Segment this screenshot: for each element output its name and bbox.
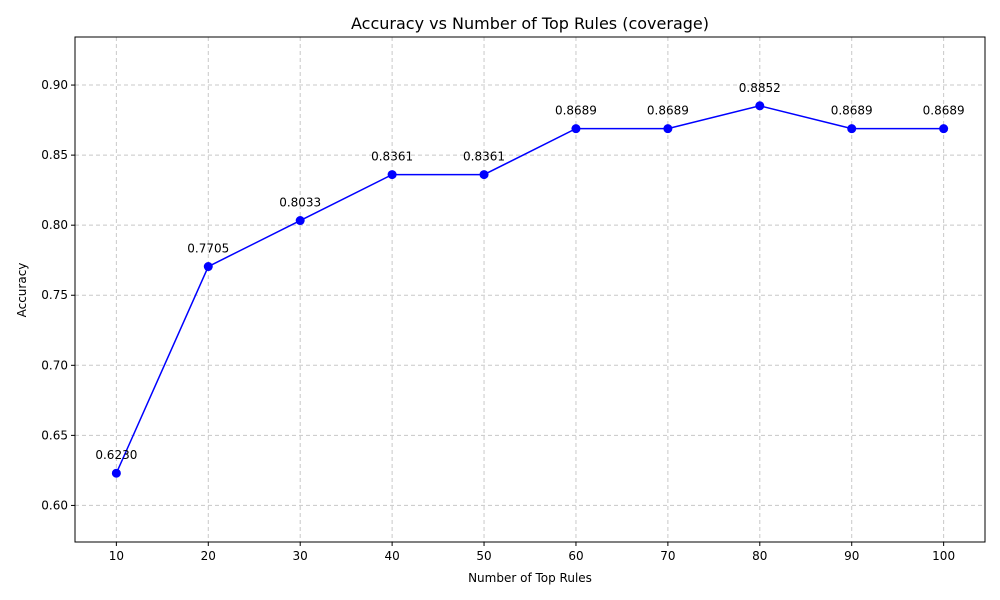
y-tick-label: 0.70 <box>41 358 68 372</box>
data-label: 0.8689 <box>555 104 597 118</box>
x-tick-label: 10 <box>109 549 124 563</box>
data-label: 0.8852 <box>739 81 781 95</box>
data-point <box>295 216 305 226</box>
plot-area-frame <box>74 36 986 543</box>
grid <box>75 37 985 542</box>
y-tick-label: 0.85 <box>41 148 68 162</box>
data-point <box>111 468 121 478</box>
data-point <box>203 262 213 272</box>
data-point <box>663 124 673 134</box>
data-labels: 0.6230 0.7705 0.8033 0.8361 0.8361 0.8689 0.86… <box>95 81 964 462</box>
x-tick-label: 20 <box>201 549 216 563</box>
data-label: 0.8361 <box>463 150 505 164</box>
data-label: 0.8689 <box>647 104 689 118</box>
data-point <box>387 170 397 180</box>
y-tick-label: 0.75 <box>41 288 68 302</box>
x-tick-label: 30 <box>293 549 308 563</box>
y-tick-label: 0.80 <box>41 218 68 232</box>
data-label: 0.8361 <box>371 150 413 164</box>
x-tick-label: 50 <box>476 549 491 563</box>
data-label: 0.8689 <box>831 104 873 118</box>
data-label: 0.7705 <box>187 242 229 256</box>
data-point <box>479 170 489 180</box>
data-label: 0.8033 <box>279 196 321 210</box>
x-tick-label: 80 <box>752 549 767 563</box>
data-label: 0.8689 <box>923 104 965 118</box>
x-tick-label: 90 <box>844 549 859 563</box>
data-point <box>755 101 765 111</box>
data-point <box>939 124 949 134</box>
series-line <box>115 105 944 474</box>
x-tick-label: 60 <box>568 549 583 563</box>
x-tick-label: 100 <box>932 549 955 563</box>
chart-title: Accuracy vs Number of Top Rules (coverag… <box>351 14 709 33</box>
y-tick-label: 0.65 <box>41 428 68 442</box>
x-tick-label: 40 <box>384 549 399 563</box>
data-label: 0.6230 <box>95 448 137 462</box>
y-axis-label: Accuracy <box>15 263 29 318</box>
y-axis-ticks: 0.60 0.65 0.70 0.75 0.80 0.85 0.90 <box>41 78 75 512</box>
data-point <box>571 124 581 134</box>
y-tick-label: 0.90 <box>41 78 68 92</box>
x-axis-label: Number of Top Rules <box>468 571 592 585</box>
series-layer <box>111 101 949 478</box>
y-tick-label: 0.60 <box>41 498 68 512</box>
x-axis-ticks: 10 20 30 40 50 60 70 80 90 100 <box>109 542 955 563</box>
data-point <box>847 124 857 134</box>
x-tick-label: 70 <box>660 549 675 563</box>
